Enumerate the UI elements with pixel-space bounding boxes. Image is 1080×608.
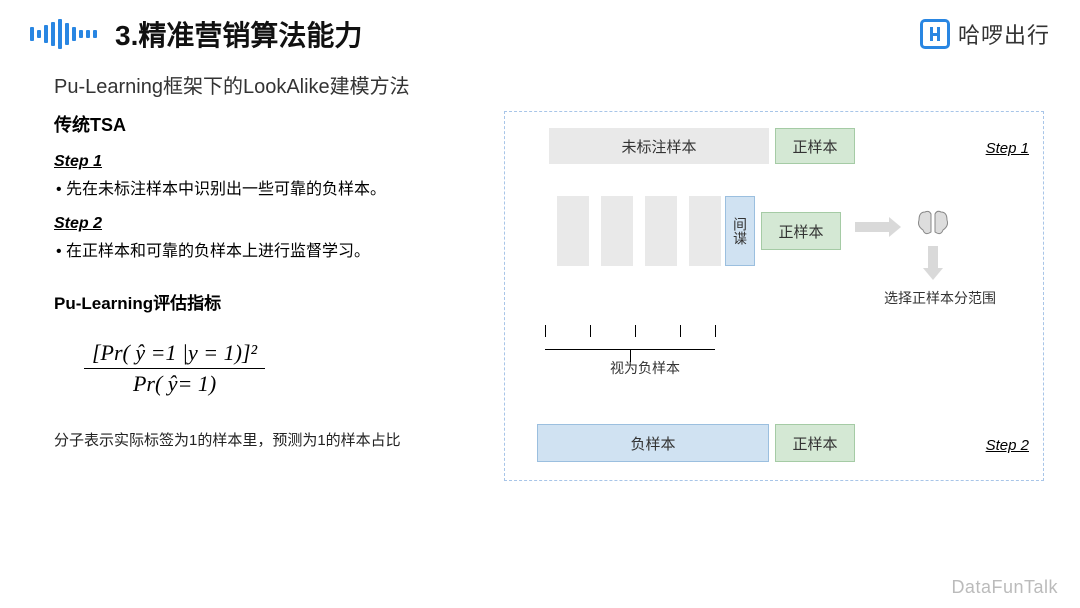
positive-box-3: 正样本 <box>775 424 855 462</box>
formula-numerator: [Pr( ŷ =1 |y = 1)]² <box>84 338 265 369</box>
brain-icon <box>915 208 951 238</box>
positive-box-2: 正样本 <box>761 212 841 250</box>
arrow-down-icon <box>923 246 943 280</box>
gray-sliver <box>601 196 633 266</box>
diagram-panel: 未标注样本 正样本 Step 1 间谍 正样本 选择正样本分范围 <box>504 111 1044 481</box>
positive-box-1: 正样本 <box>775 128 855 164</box>
step2-text: 在正样本和可靠的负样本上进行监督学习。 <box>56 237 494 261</box>
unlabeled-box: 未标注样本 <box>549 128 769 164</box>
step2-heading: Step 2 <box>54 215 494 233</box>
bracket: 视为负样本 <box>545 337 745 378</box>
step1-text: 先在未标注样本中识别出一些可靠的负样本。 <box>56 175 494 199</box>
page-title: 3.精准营销算法能力 <box>115 14 362 54</box>
arrow-right-icon <box>855 217 901 237</box>
watermark: DataFunTalk <box>951 577 1058 598</box>
negative-box: 负样本 <box>537 424 769 462</box>
gray-sliver <box>645 196 677 266</box>
brand-text: 哈啰出行 <box>958 18 1050 50</box>
sound-wave-icon <box>30 19 97 49</box>
brand-icon <box>920 19 950 49</box>
treat-as-negative-label: 视为负样本 <box>545 358 745 378</box>
formula: [Pr( ŷ =1 |y = 1)]² Pr( ŷ= 1) <box>84 338 265 399</box>
spy-box: 间谍 <box>725 196 755 266</box>
step1-label-right: Step 1 <box>986 140 1029 157</box>
eval-heading: Pu-Learning评估指标 <box>54 289 494 314</box>
gray-sliver <box>557 196 589 266</box>
brand-logo: 哈啰出行 <box>920 18 1050 50</box>
formula-denominator: Pr( ŷ= 1) <box>84 369 265 399</box>
tsa-heading: 传统TSA <box>54 111 494 137</box>
select-range-label: 选择正样本分范围 <box>875 288 1005 308</box>
step2-label-right: Step 2 <box>986 437 1029 454</box>
subtitle: Pu-Learning框架下的LookAlike建模方法 <box>0 62 1080 111</box>
footnote: 分子表示实际标签为1的样本里，预测为1的样本占比 <box>54 429 494 450</box>
gray-sliver <box>689 196 721 266</box>
step1-heading: Step 1 <box>54 153 494 171</box>
